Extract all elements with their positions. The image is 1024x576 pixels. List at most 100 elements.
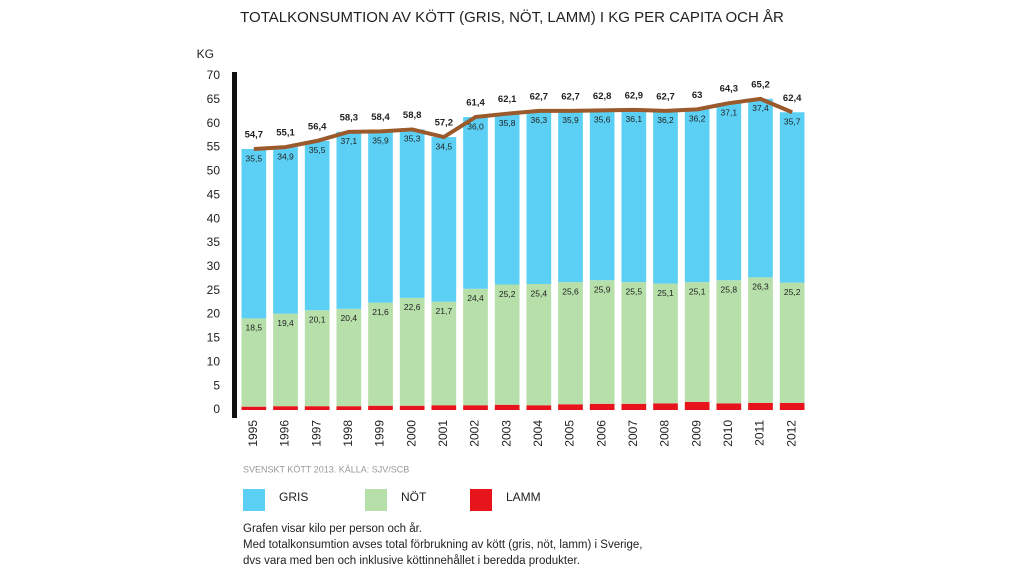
bar-segment bbox=[431, 137, 457, 302]
value-label: 37,4 bbox=[752, 103, 769, 113]
value-label: 25,4 bbox=[531, 288, 548, 298]
value-label: 34,9 bbox=[277, 151, 294, 161]
bar-segment bbox=[368, 405, 393, 410]
bar-segment bbox=[273, 147, 298, 314]
bar-segment bbox=[399, 297, 425, 406]
y-tick-label: 40 bbox=[207, 211, 221, 225]
total-label: 54,7 bbox=[245, 130, 264, 141]
note: dvs vara med ben och inklusive köttinneh… bbox=[243, 555, 580, 567]
bar-segment bbox=[241, 149, 267, 319]
value-label: 25,6 bbox=[562, 286, 579, 296]
x-tick-label: 1995 bbox=[246, 420, 260, 447]
bar-segment bbox=[494, 284, 520, 405]
bar-segment bbox=[304, 140, 330, 311]
bar-segment bbox=[716, 103, 742, 281]
total-label: 57,2 bbox=[435, 118, 454, 129]
value-label: 35,5 bbox=[246, 153, 263, 163]
bar-segment bbox=[589, 280, 615, 404]
value-label: 36,1 bbox=[626, 114, 643, 124]
bar-segment bbox=[241, 318, 267, 407]
bar-segment bbox=[589, 110, 615, 281]
bar-segment bbox=[399, 129, 425, 298]
value-label: 21,7 bbox=[436, 306, 453, 316]
total-label: 58,4 bbox=[371, 112, 390, 123]
y-tick-label: 60 bbox=[207, 116, 221, 130]
y-tick-label: 10 bbox=[207, 354, 221, 368]
legend-label: LAMM bbox=[506, 490, 541, 504]
value-label: 37,1 bbox=[721, 107, 738, 117]
bar-segment bbox=[494, 113, 520, 285]
x-tick-label: 1996 bbox=[278, 420, 292, 447]
value-label: 35,8 bbox=[499, 118, 516, 128]
bar-segment bbox=[653, 283, 678, 404]
x-tick-label: 1998 bbox=[341, 420, 355, 447]
legend-swatch bbox=[470, 489, 492, 511]
bar-segment bbox=[748, 277, 773, 403]
bar-segment bbox=[589, 403, 615, 410]
total-label: 62,1 bbox=[498, 94, 517, 105]
bar-segment bbox=[779, 282, 805, 403]
bar-segment bbox=[336, 131, 362, 309]
total-label: 62,7 bbox=[656, 91, 675, 102]
value-label: 25,1 bbox=[657, 288, 674, 298]
bar-segment bbox=[748, 98, 773, 278]
bar-segment bbox=[558, 110, 583, 283]
value-label: 18,5 bbox=[246, 323, 263, 333]
total-label: 62,9 bbox=[625, 90, 644, 101]
bar-segment bbox=[304, 310, 330, 407]
bar-segment bbox=[621, 282, 647, 404]
bar-segment bbox=[621, 403, 647, 410]
bar-segment bbox=[368, 302, 393, 406]
value-label: 25,1 bbox=[689, 286, 706, 296]
value-label: 35,6 bbox=[594, 115, 611, 125]
chart-title: TOTALKONSUMTION AV KÖTT (GRIS, NÖT, LAMM… bbox=[240, 8, 784, 26]
total-label: 63 bbox=[692, 90, 703, 101]
bar-segment bbox=[526, 284, 552, 406]
x-tick-label: 2002 bbox=[468, 420, 482, 447]
bar-segment bbox=[653, 110, 678, 284]
bar-segment bbox=[684, 109, 710, 283]
total-label: 64,3 bbox=[720, 84, 739, 95]
value-label: 35,7 bbox=[784, 117, 801, 127]
bar-segment bbox=[304, 406, 330, 410]
value-label: 26,3 bbox=[752, 282, 769, 292]
total-label: 62,7 bbox=[530, 91, 549, 102]
bar-segment bbox=[336, 308, 362, 407]
total-label: 62,4 bbox=[783, 93, 802, 104]
y-axis bbox=[232, 72, 237, 418]
total-label: 55,1 bbox=[276, 128, 295, 139]
bar-segment bbox=[684, 282, 710, 402]
value-label: 25,2 bbox=[499, 289, 516, 299]
bar-segment bbox=[494, 404, 520, 410]
value-label: 36,3 bbox=[531, 115, 548, 125]
value-label: 22,6 bbox=[404, 302, 421, 312]
bar-segment bbox=[273, 406, 298, 410]
value-label: 19,4 bbox=[277, 318, 294, 328]
x-tick-label: 2004 bbox=[531, 420, 545, 447]
bar-segment bbox=[463, 288, 488, 406]
value-label: 25,9 bbox=[594, 284, 611, 294]
value-label: 36,0 bbox=[467, 121, 484, 131]
bar-segment bbox=[716, 403, 742, 410]
total-label: 62,8 bbox=[593, 91, 612, 102]
total-label: 65,2 bbox=[751, 79, 770, 90]
value-label: 34,5 bbox=[436, 141, 453, 151]
bar-segment bbox=[336, 406, 362, 410]
bar-segment bbox=[463, 405, 488, 410]
total-label: 56,4 bbox=[308, 121, 327, 132]
x-tick-label: 1997 bbox=[309, 420, 323, 447]
bar-segment bbox=[273, 313, 298, 407]
x-tick-label: 2005 bbox=[563, 420, 577, 447]
total-label: 62,7 bbox=[561, 91, 580, 102]
source: SVENSKT KÖTT 2013. KÄLLA: SJV/SCB bbox=[243, 464, 409, 474]
x-tick-label: 2008 bbox=[658, 420, 672, 447]
x-tick-label: 2012 bbox=[784, 420, 798, 447]
value-label: 35,9 bbox=[562, 115, 579, 125]
legend-label: GRIS bbox=[279, 490, 308, 504]
x-tick-label: 2001 bbox=[436, 420, 450, 447]
value-label: 24,4 bbox=[467, 293, 484, 303]
x-tick-label: 2006 bbox=[594, 420, 608, 447]
bar-segment bbox=[653, 403, 678, 410]
value-label: 36,2 bbox=[657, 115, 674, 125]
